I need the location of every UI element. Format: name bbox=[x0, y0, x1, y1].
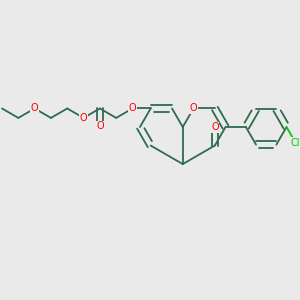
Text: O: O bbox=[80, 113, 87, 123]
Text: O: O bbox=[129, 103, 136, 113]
Text: O: O bbox=[211, 122, 219, 132]
Text: Cl: Cl bbox=[291, 138, 300, 148]
Text: O: O bbox=[96, 121, 104, 131]
Text: O: O bbox=[190, 103, 197, 113]
Text: O: O bbox=[31, 103, 38, 113]
